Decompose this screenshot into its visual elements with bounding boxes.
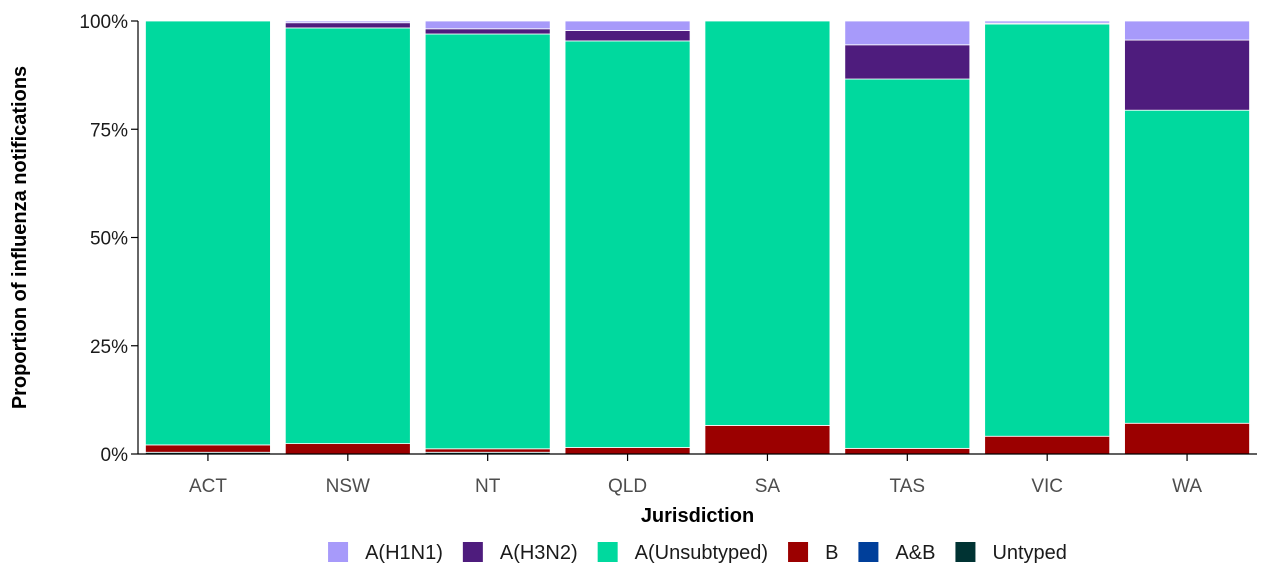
- bar-segment-tas-a-unsubtyped-: [844, 78, 971, 449]
- bar-segment-nt-a-h1n1-: [424, 20, 551, 30]
- bar-segment-vic-a-unsubtyped-: [984, 23, 1111, 437]
- bar-segment-qld-a-h3n2-: [564, 30, 691, 42]
- x-ticks-group: ACT NSW NT QLD SA TAS VIC WA: [189, 454, 1202, 497]
- legend-item-a-h3n2-: A(H3N2): [462, 542, 578, 564]
- bar-segment-vic-b: [984, 435, 1111, 455]
- legend-swatch: [858, 542, 879, 562]
- bar-segment-tas-a-h3n2-: [844, 44, 971, 80]
- bar-segment-nt-a-unsubtyped-: [424, 33, 551, 450]
- legend-item-a-h1n1-: A(H1N1): [328, 542, 443, 564]
- bar-segment-sa-a-unsubtyped-: [704, 20, 831, 426]
- legend-item-untyped: Untyped: [955, 542, 1067, 564]
- legend-label: A(Unsubtyped): [635, 542, 768, 564]
- legend-item-b: B: [788, 542, 838, 564]
- bar-segment-vic-a-h1n1-: [984, 20, 1111, 24]
- x-tick-label-act: ACT: [189, 476, 227, 497]
- bar-segment-nsw-b: [284, 443, 411, 455]
- bar-segment-wa-b: [1124, 422, 1250, 455]
- bar-segment-act-a-unsubtyped-: [145, 20, 271, 446]
- legend-swatch: [955, 542, 976, 562]
- bar-segment-wa-a-unsubtyped-: [1124, 109, 1250, 424]
- legend-label: B: [825, 542, 838, 564]
- y-tick-label: 100%: [79, 12, 128, 33]
- legend-label: A(H3N2): [500, 542, 578, 564]
- y-tick-label: 75%: [90, 120, 128, 141]
- legend-swatch: [328, 542, 349, 562]
- x-tick-label-nsw: NSW: [326, 476, 370, 497]
- legend-swatch: [597, 542, 618, 562]
- y-axis-title: Proportion of influenza notifications: [9, 66, 31, 409]
- x-tick-label-tas: TAS: [890, 476, 926, 497]
- legend-label: A(H1N1): [365, 542, 443, 564]
- bars-group: [145, 20, 1250, 455]
- bar-segment-nt-b: [424, 448, 551, 453]
- y-ticks-group: 0% 25% 50% 75% 100%: [79, 12, 138, 466]
- x-axis-title: Jurisdiction: [641, 505, 754, 527]
- legend-item-a-unsubtyped-: A(Unsubtyped): [597, 542, 768, 564]
- legend-label: A&B: [895, 542, 935, 564]
- bar-segment-tas-a-h1n1-: [844, 20, 971, 46]
- legend: A(H1N1) A(H3N2) A(Unsubtyped) B A&B Untyped: [328, 542, 1067, 564]
- legend-item-a-b: A&B: [858, 542, 935, 564]
- x-tick-label-sa: SA: [755, 476, 781, 497]
- bar-segment-nt-a-h3n2-: [424, 28, 551, 35]
- y-tick-label: 25%: [90, 337, 128, 358]
- bar-segment-qld-b: [564, 447, 691, 455]
- legend-swatch: [788, 542, 809, 562]
- bar-segment-nsw-a-h1n1-: [284, 20, 411, 24]
- x-tick-label-wa: WA: [1172, 476, 1202, 497]
- bar-segment-nsw-a-h3n2-: [284, 22, 411, 29]
- legend-swatch: [462, 542, 483, 562]
- y-tick-label: 0%: [101, 445, 129, 466]
- x-tick-label-vic: VIC: [1031, 476, 1063, 497]
- x-tick-label-qld: QLD: [608, 476, 647, 497]
- bar-segment-qld-a-unsubtyped-: [564, 40, 691, 448]
- bar-segment-tas-b: [844, 447, 971, 455]
- x-tick-label-nt: NT: [475, 476, 501, 497]
- bar-segment-wa-a-h1n1-: [1124, 20, 1250, 41]
- y-tick-label: 50%: [90, 229, 128, 250]
- bar-segment-wa-a-h3n2-: [1124, 39, 1250, 111]
- bar-segment-sa-b: [704, 425, 831, 455]
- bar-segment-qld-a-h1n1-: [564, 20, 691, 31]
- bar-segment-nsw-a-unsubtyped-: [284, 27, 411, 445]
- bar-segment-act-b: [145, 444, 271, 453]
- legend-label: Untyped: [992, 542, 1067, 564]
